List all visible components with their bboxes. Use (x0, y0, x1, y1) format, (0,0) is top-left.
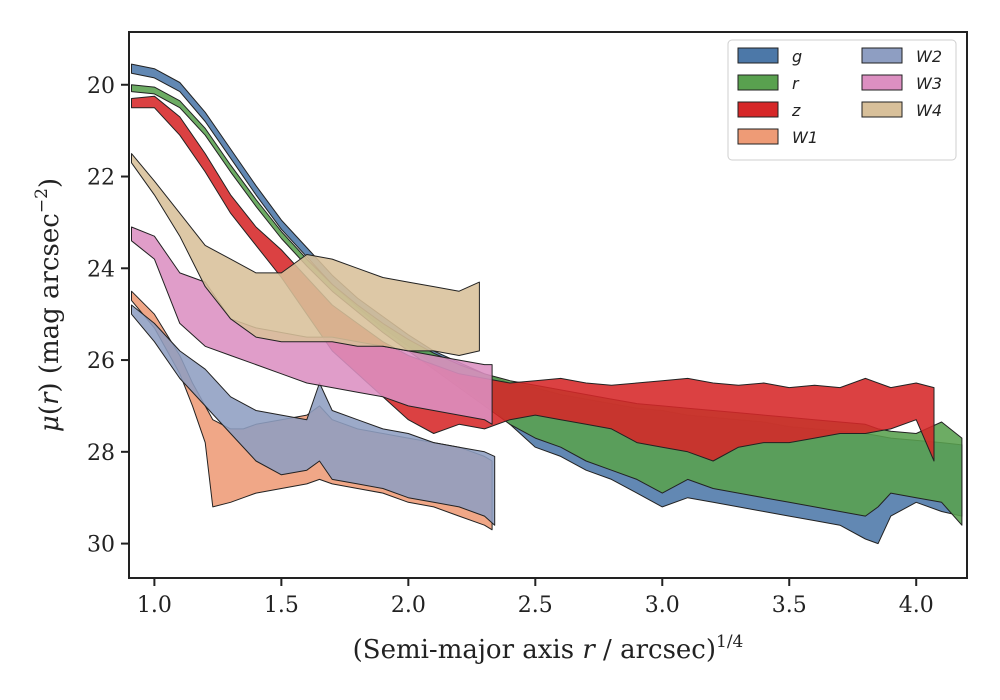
x-tick-label: 4.0 (899, 593, 934, 618)
y-tick-label: 22 (87, 166, 115, 191)
legend-label-w4: W4 (916, 101, 942, 120)
legend-label-z: z (791, 101, 801, 120)
x-tick-label: 3.5 (772, 593, 807, 618)
band-w4 (131, 153, 480, 356)
legend-swatch-r (737, 74, 779, 91)
legend-label-w3: W3 (916, 74, 942, 93)
y-axis-ticks: 20 22 24 26 28 30 (87, 74, 129, 558)
legend-swatch-w2 (861, 47, 903, 64)
band-layer (131, 63, 963, 545)
band-w2 (131, 304, 496, 526)
legend: grz W1 W2 W3 W4 (727, 39, 957, 161)
x-tick-label: 2.0 (391, 593, 426, 618)
y-tick-label: 28 (87, 441, 115, 466)
legend-swatch-g (737, 47, 779, 64)
legend-swatch-z (737, 101, 779, 118)
x-tick-label: 3.0 (645, 593, 680, 618)
plot-frame (128, 31, 968, 579)
y-tick-label: 30 (87, 533, 115, 558)
legend-label-g: g (792, 47, 802, 66)
y-tick-label: 26 (87, 349, 115, 374)
legend-box (727, 39, 957, 161)
x-tick-label: 1.5 (264, 593, 299, 618)
legend-swatch-w1 (737, 128, 779, 145)
legend-swatch-w4 (861, 101, 903, 118)
legend-swatch-w3 (861, 74, 903, 91)
x-tick-label: 2.5 (518, 593, 553, 618)
x-axis-ticks: 1.0 1.5 2.0 2.5 3.0 3.5 4.0 (137, 578, 934, 618)
y-tick-label: 20 (87, 74, 115, 99)
x-tick-label: 1.0 (137, 593, 172, 618)
legend-label-r: r (792, 74, 800, 93)
legend-label-w1: W1 (792, 128, 818, 147)
legend-label-w2: W2 (916, 47, 942, 66)
y-axis-label: μ(r) (mag arcsec−2) (32, 178, 65, 432)
y-tick-label: 24 (87, 257, 115, 282)
x-axis-label: (Semi-major axis r / arcsec)1/4 (353, 632, 744, 665)
